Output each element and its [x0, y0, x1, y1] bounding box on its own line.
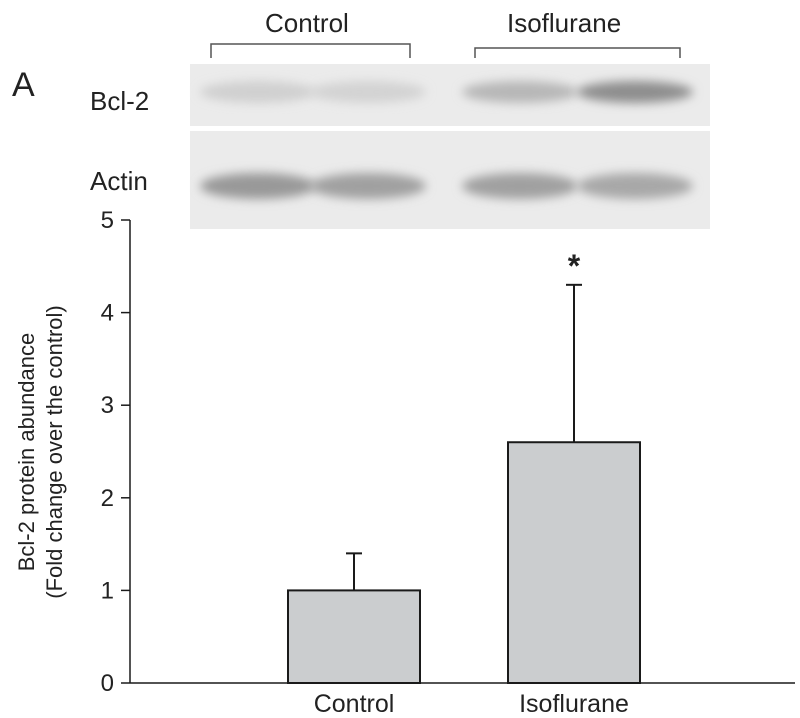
blot-band: [200, 81, 316, 103]
blot-image: [190, 43, 710, 229]
blot-band: [462, 81, 578, 103]
blot-band: [310, 173, 426, 199]
y-tick-label: 1: [101, 577, 114, 604]
panel-label: A: [12, 66, 35, 104]
significance-marker: *: [568, 248, 581, 284]
x-category-label: Isoflurane: [519, 690, 629, 718]
y-tick-label: 3: [101, 392, 114, 419]
blot-band: [200, 173, 316, 199]
bracket-isoflurane: [474, 47, 681, 58]
bar-isoflurane: [507, 441, 641, 684]
blot-band: [577, 81, 693, 103]
blot-band: [462, 173, 578, 199]
blot-band: [577, 173, 693, 199]
blot-row-label-bcl2: Bcl-2: [90, 86, 150, 116]
blot-group-label-isoflurane: Isoflurane: [507, 8, 622, 38]
y-tick-label: 0: [101, 670, 114, 697]
x-category-label: Control: [314, 690, 395, 718]
y-tick-label: 5: [101, 207, 114, 234]
y-axis-label-secondary: (Fold change over the control): [42, 305, 67, 599]
y-axis-label: Bcl-2 protein abundance: [14, 333, 39, 572]
y-tick-label: 4: [101, 300, 114, 327]
blot-row-label-actin: Actin: [90, 166, 148, 196]
bar-control: [287, 589, 421, 685]
western-blot: Control Isoflurane Bcl-2 Actin: [0, 0, 800, 240]
y-tick-label: 2: [101, 485, 114, 512]
bracket-control: [210, 43, 411, 58]
blot-band: [310, 81, 426, 103]
blot-group-label-control: Control: [265, 8, 349, 38]
